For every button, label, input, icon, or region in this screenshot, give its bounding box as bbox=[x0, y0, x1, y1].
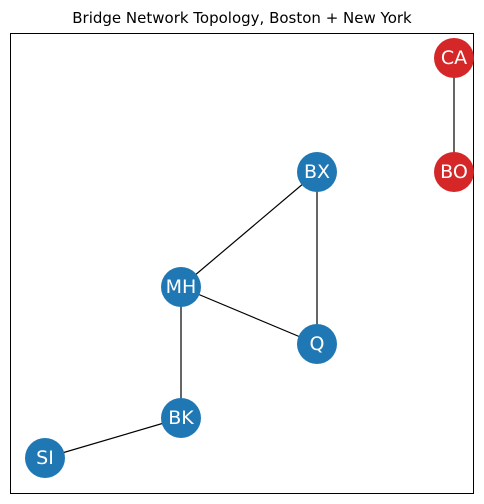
node-label-bk: BK bbox=[168, 407, 194, 429]
node-bx: BX bbox=[297, 152, 337, 192]
node-bo: BO bbox=[434, 152, 474, 192]
node-circle-si bbox=[25, 438, 65, 478]
node-label-ca: CA bbox=[441, 47, 467, 69]
node-circle-mh bbox=[161, 267, 201, 307]
node-ca: CA bbox=[434, 38, 474, 78]
node-label-q: Q bbox=[310, 333, 325, 355]
edge-bx-mh bbox=[180, 171, 318, 288]
node-bk: BK bbox=[161, 398, 201, 438]
node-si: SI bbox=[25, 438, 65, 478]
node-label-bo: BO bbox=[440, 161, 468, 183]
nodes-layer: CA BO BX MH Q BK SI bbox=[25, 38, 474, 478]
node-circle-q bbox=[297, 324, 337, 364]
node-circle-bk bbox=[161, 398, 201, 438]
node-label-si: SI bbox=[36, 447, 54, 469]
edge-mh-q bbox=[180, 286, 318, 345]
diagram-title: Bridge Network Topology, Boston + New Yo… bbox=[72, 9, 412, 27]
node-circle-bx bbox=[297, 152, 337, 192]
edge-bk-si bbox=[44, 417, 182, 459]
node-label-mh: MH bbox=[166, 276, 197, 298]
edges-layer bbox=[44, 58, 455, 459]
node-q: Q bbox=[297, 324, 337, 364]
node-circle-bo bbox=[434, 152, 474, 192]
node-circle-ca bbox=[434, 38, 474, 78]
node-label-bx: BX bbox=[304, 161, 330, 183]
plot-frame bbox=[10, 33, 474, 494]
node-mh: MH bbox=[161, 267, 201, 307]
